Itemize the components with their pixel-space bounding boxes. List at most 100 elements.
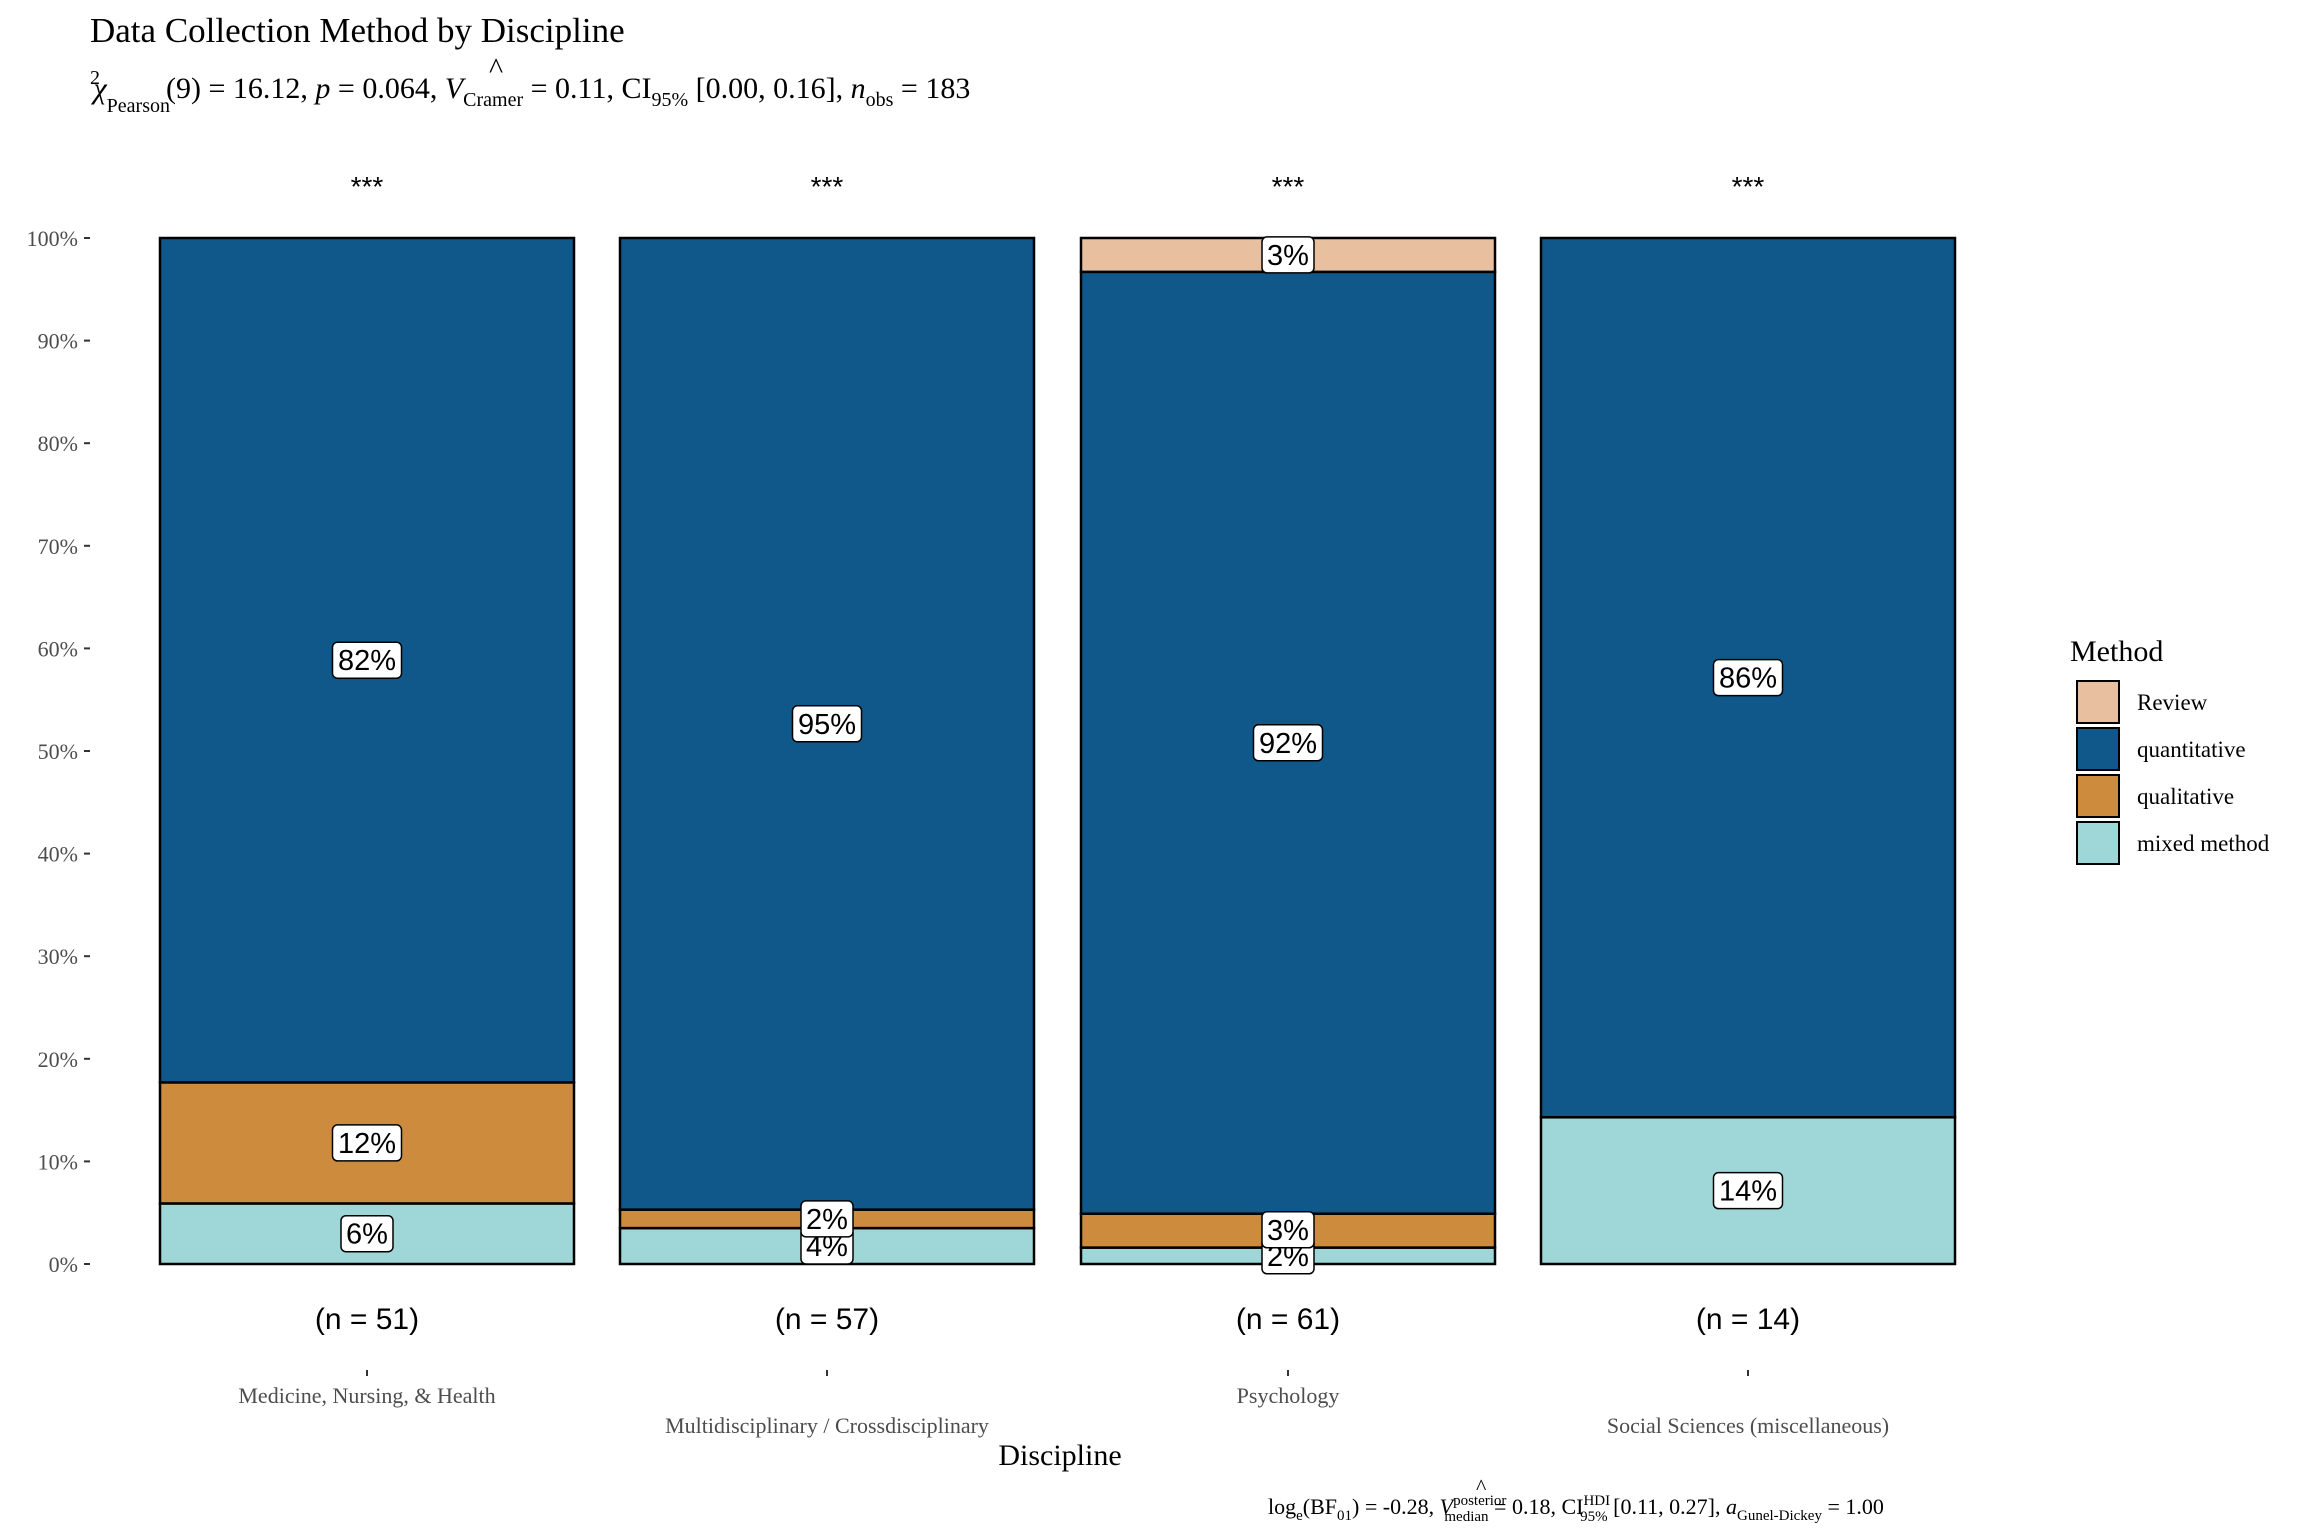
x-tick-label: Medicine, Nursing, & Health [238,1383,495,1408]
caption-log: log [1268,1494,1296,1519]
segment-label-box [791,705,863,743]
segment-label-box [1261,1211,1315,1249]
chart-title: Data Collection Method by Discipline [90,11,625,50]
significance-label: *** [811,171,844,202]
subtitle-chi-sup: 2 [90,67,100,89]
caption-v: V [1440,1494,1456,1519]
legend-label: Review [2137,690,2208,715]
segment-label-text: 82% [338,645,396,677]
subtitle-stat: (9) = 16.12, [166,72,315,105]
subtitle-n: n [851,72,866,105]
caption-a-sub: Gunel-Dickey [1737,1508,1822,1524]
legend-label: mixed method [2137,831,2270,856]
bar-group: 6% 12% 82% *** (n = 51) [158,171,576,1336]
bar-group: 4%2%95%***(n = 57) [618,171,1036,1336]
y-tick-label: 50% [38,739,78,764]
subtitle-n-sub: obs [866,89,894,111]
subtitle-chi-sub: Pearson [107,95,170,117]
segment-label-box [340,1214,394,1253]
segment-label: 86% [1712,658,1784,697]
segment-label: 6% [340,1214,394,1253]
segment-label-text: 2% [806,1204,848,1236]
y-tick-label: 90% [38,329,78,354]
significance-label: *** [351,171,384,202]
n-label: (n = 57) [775,1303,879,1336]
significance-label: *** [1272,171,1305,202]
segment-label-text: 95% [798,709,856,741]
legend-label: qualitative [2137,784,2234,809]
x-axis-label: Discipline [998,1439,1121,1472]
legend-swatch [2076,774,2120,818]
legend-item: qualitative [2076,774,2234,818]
caption-v-sub: median [1444,1509,1489,1525]
subtitle-v-val: = 0.11, CI [523,72,651,105]
legend-item: quantitative [2076,727,2246,771]
y-tick-label: 70% [38,534,78,559]
segment-label-text: 86% [1719,663,1777,695]
subtitle-v-hat: ^ [489,52,503,85]
n-label: (n = 14) [1696,1303,1800,1336]
legend-swatch [2076,727,2120,771]
segment-label-box [1252,724,1324,762]
subtitle-p: p [313,72,330,105]
significance-label: *** [1732,171,1765,202]
subtitle-v: V [445,72,467,105]
legend: Method Review quantitative qualitative mixe… [2070,635,2270,865]
segment-label: 2% [800,1200,854,1238]
n-label: (n = 61) [1236,1303,1340,1336]
caption-bf-val: ) = -0.28, [1352,1494,1440,1519]
subtitle-p-val: = 0.064, [330,72,444,105]
legend-label: quantitative [2137,737,2246,762]
caption-bf: (BF [1303,1494,1337,1519]
y-tick-label: 40% [38,842,78,867]
n-label: (n = 51) [315,1303,419,1336]
segment-label-box [1261,236,1315,274]
segment-label: 82% [331,641,403,679]
caption-v-hat: ^ [1476,1474,1487,1499]
legend-swatch [2076,680,2120,724]
y-tick-label: 0% [49,1252,78,1277]
segment-label-box [331,641,403,679]
y-tick-label: 30% [38,944,78,969]
legend-swatch [2076,821,2120,865]
segment-label-text: 92% [1259,728,1317,760]
segment-label: 14% [1712,1171,1784,1210]
bars: 6%12%82%***(n = 51)4%2%95%***(n = 57)2%3… [158,171,1957,1336]
x-tick-label: Multidisciplinary / Crossdisciplinary [665,1413,989,1438]
y-tick-label: 10% [38,1149,78,1174]
caption-ci-sup: HDI [1583,1493,1610,1509]
y-tick-label: 60% [38,636,78,661]
segment-label-text: 14% [1719,1176,1777,1208]
segment-label-text: 6% [346,1219,388,1251]
x-axis: Medicine, Nursing, & Health Multidiscipli… [238,1370,1889,1438]
subtitle-ci-sub: 95% [651,89,688,111]
x-tick-label: Social Sciences (miscellaneous) [1607,1413,1889,1438]
subtitle-v-sub: Cramer [463,89,523,111]
segment-label: 3% [1261,236,1315,274]
segment-label-box [800,1200,854,1238]
caption-v-sup: posterior [1453,1493,1506,1509]
caption-ci-sub: 95% [1580,1509,1608,1525]
segment-label: 95% [791,705,863,743]
segment-label-text: 12% [338,1128,396,1160]
caption-ci-val: [0.11, 0.27], [1608,1494,1726,1519]
chart-subtitle: χPearson 2 (9) = 16.12, p = 0.064, VCramer… [90,67,970,117]
y-tick-label: 100% [27,226,78,251]
segment-label-box [331,1124,403,1162]
segment-label: 12% [331,1124,403,1162]
segment-label: 92% [1252,724,1324,762]
y-tick-label: 20% [38,1047,78,1072]
caption-a: a [1726,1494,1737,1519]
caption-a-val: = 1.00 [1822,1494,1884,1519]
legend-title: Method [2070,635,2163,668]
segment-label: 3% [1261,1211,1315,1249]
legend-item: Review [2076,680,2208,724]
legend-item: mixed method [2076,821,2270,865]
segment-label-box [1712,658,1784,697]
y-tick-label: 80% [38,431,78,456]
x-tick-label: Psychology [1237,1383,1340,1408]
segment-label-text: 3% [1267,240,1309,272]
segment-label-text: 3% [1267,1215,1309,1247]
subtitle-chi: χ [90,72,107,105]
